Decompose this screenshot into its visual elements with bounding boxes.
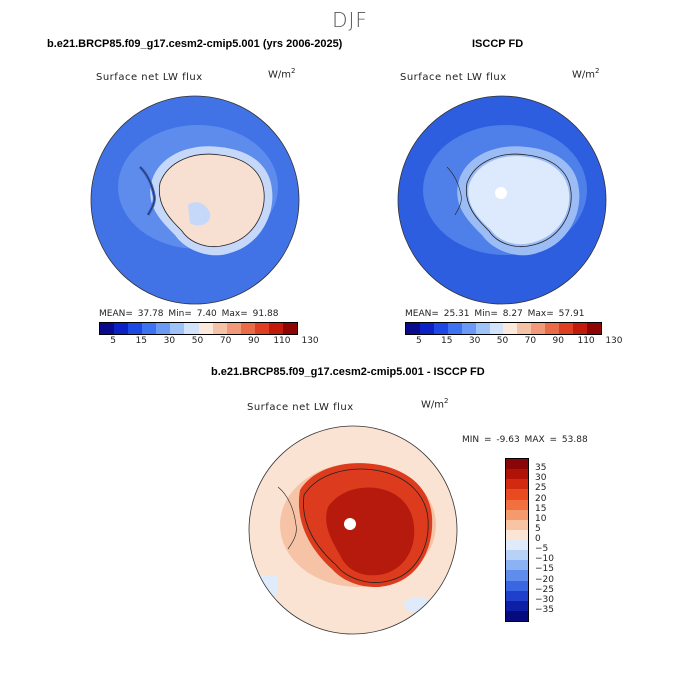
colorbar-swatch (506, 479, 528, 490)
obs-stats: MEAN= 25.31 Min= 8.27 Max= 57.91 (405, 309, 585, 319)
model-units-label: W/m2 (268, 67, 296, 81)
colorbar-swatch (531, 323, 546, 334)
colorbar-swatch (475, 323, 490, 334)
colorbar-swatch (114, 323, 129, 334)
colorbar-tick-label: −20 (535, 574, 554, 585)
colorbar-tick-label: 5 (110, 336, 116, 346)
diff-colorbar (505, 458, 529, 622)
colorbar-tick-label: 5 (416, 336, 422, 346)
colorbar-tick-label: 30 (468, 336, 481, 346)
colorbar-swatch (506, 600, 528, 611)
colorbar-swatch (506, 489, 528, 500)
colorbar-swatch (506, 529, 528, 540)
colorbar-tick-label: 10 (535, 513, 547, 524)
colorbar-swatch (506, 499, 528, 510)
colorbar-swatch (506, 590, 528, 601)
colorbar-swatch (283, 323, 298, 334)
colorbar-swatch (506, 570, 528, 581)
obs-colorbar-labels: 5 15 30 50 70 90 110 130 (405, 336, 622, 348)
colorbar-swatch (573, 323, 587, 334)
obs-polar-map (397, 95, 607, 305)
colorbar-tick-label: 70 (219, 336, 232, 346)
obs-colorbar (405, 322, 602, 335)
colorbar-swatch (461, 323, 476, 334)
obs-units-label: W/m2 (572, 67, 600, 81)
colorbar-swatch (254, 323, 269, 334)
obs-variable-label: Surface net LW flux (400, 72, 507, 83)
colorbar-swatch (506, 580, 528, 591)
colorbar-tick-label: 35 (535, 463, 547, 474)
colorbar-tick-label: 0 (535, 534, 541, 544)
colorbar-tick-label: 50 (496, 336, 509, 346)
colorbar-swatch (419, 323, 434, 334)
diff-panel-title: b.e21.BRCP85.f09_g17.cesm2-cmip5.001 - I… (211, 366, 485, 378)
colorbar-swatch (506, 519, 528, 530)
obs-panel-title: ISCCP FD (472, 38, 524, 50)
colorbar-tick-label: 15 (441, 336, 453, 346)
colorbar-swatch (100, 323, 115, 334)
model-variable-label: Surface net LW flux (96, 72, 203, 83)
diff-units-label: W/m2 (421, 397, 449, 411)
colorbar-swatch (433, 323, 448, 334)
colorbar-tick-label: 70 (524, 336, 537, 346)
colorbar-swatch (506, 540, 528, 551)
colorbar-swatch (198, 323, 213, 334)
colorbar-tick-label: 90 (248, 336, 260, 346)
colorbar-tick-label: 30 (163, 336, 176, 346)
colorbar-tick-label: 30 (535, 473, 547, 484)
colorbar-tick-label: 130 (301, 336, 319, 346)
season-title: DJF (332, 8, 368, 32)
colorbar-swatch (268, 323, 284, 334)
colorbar-tick-label: 130 (605, 336, 623, 346)
colorbar-tick-label: 5 (535, 523, 541, 534)
colorbar-swatch (517, 323, 532, 334)
model-colorbar (99, 322, 298, 335)
colorbar-tick-label: −25 (535, 584, 554, 595)
colorbar-swatch (406, 323, 420, 334)
colorbar-swatch (503, 323, 518, 334)
colorbar-tick-label: 90 (552, 336, 564, 346)
colorbar-swatch (586, 323, 601, 334)
colorbar-tick-label: 50 (191, 336, 204, 346)
colorbar-swatch (489, 323, 504, 334)
colorbar-swatch (156, 323, 171, 334)
colorbar-tick-label: −30 (535, 594, 554, 605)
colorbar-swatch (559, 323, 574, 334)
colorbar-tick-label: 15 (535, 503, 547, 514)
colorbar-swatch (506, 469, 528, 480)
colorbar-swatch (506, 610, 528, 621)
diff-stats: MIN = -9.63 MAX = 53.88 (462, 435, 588, 445)
colorbar-tick-label: −10 (535, 554, 554, 565)
colorbar-tick-label: 110 (273, 336, 291, 346)
colorbar-swatch (128, 323, 143, 334)
colorbar-swatch (506, 459, 528, 470)
colorbar-tick-label: 25 (535, 483, 547, 494)
model-colorbar-labels: 5 15 30 50 70 90 110 130 (99, 336, 318, 348)
colorbar-swatch (142, 323, 157, 334)
colorbar-swatch (506, 550, 528, 561)
colorbar-tick-label: 15 (135, 336, 147, 346)
colorbar-swatch (506, 560, 528, 571)
colorbar-swatch (170, 323, 185, 334)
colorbar-swatch (545, 323, 560, 334)
model-stats: MEAN= 37.78 Min= 7.40 Max= 91.88 (99, 309, 279, 319)
colorbar-swatch (447, 323, 462, 334)
colorbar-swatch (184, 323, 199, 334)
colorbar-swatch (212, 323, 227, 334)
colorbar-swatch (240, 323, 255, 334)
colorbar-tick-label: 20 (535, 493, 547, 504)
colorbar-swatch (506, 509, 528, 520)
model-polar-map (90, 95, 300, 305)
colorbar-tick-label: −15 (535, 564, 554, 575)
diff-polar-map (248, 425, 458, 635)
colorbar-tick-label: −5 (535, 544, 549, 555)
colorbar-tick-label: 110 (577, 336, 595, 346)
model-panel-title: b.e21.BRCP85.f09_g17.cesm2-cmip5.001 (yr… (47, 38, 343, 50)
colorbar-tick-label: −35 (535, 604, 554, 615)
diff-colorbar-labels: 35 30 25 20 15 10 5 0 −5 −10 −15 −20 −25 −30 −35 (535, 458, 575, 620)
colorbar-swatch (226, 323, 241, 334)
diff-variable-label: Surface net LW flux (247, 402, 354, 413)
